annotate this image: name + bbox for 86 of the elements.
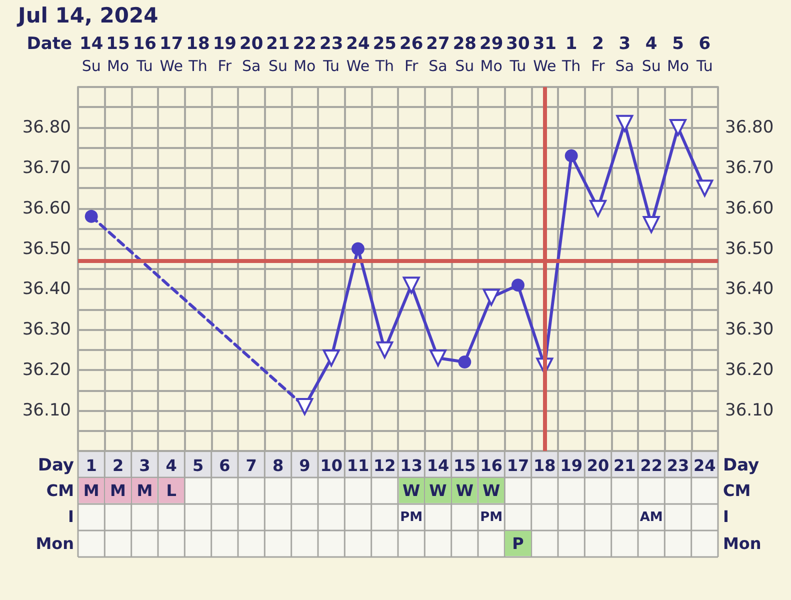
x-tick-label: 5 Mo: [666, 34, 690, 75]
x-tick-label: 3 Sa: [615, 34, 634, 75]
text: PM: [400, 510, 423, 525]
x-tick-label: 30 Tu: [506, 34, 530, 75]
text: W: [429, 481, 447, 500]
x-tick-label: 15 Mo: [106, 34, 130, 75]
x2-tick-label: 12: [374, 456, 396, 475]
x2-tick-label: 16: [480, 456, 502, 475]
x2-tick-label: 17: [506, 456, 530, 475]
x-tick-label: 19 Fr: [212, 34, 237, 75]
x2-tick-label: 1: [86, 456, 97, 475]
category-label: CM: [723, 480, 751, 500]
x-tick-label: 16 Tu: [132, 34, 157, 75]
category-label: CM: [46, 480, 74, 500]
text: PM: [480, 510, 503, 525]
x-axis-title: Date: [26, 34, 72, 54]
x2-tick-label: 10: [320, 456, 342, 475]
x2-tick-label: 23: [666, 456, 690, 475]
x-tick-label: 18 Th: [186, 34, 210, 75]
y-tick-label: 36.50: [22, 238, 71, 259]
x2-tick-label: 19: [560, 456, 582, 475]
x2-tick-label: 8: [272, 456, 284, 475]
text: AM: [640, 510, 663, 525]
x-tick-label: 17 We: [159, 34, 184, 75]
category-label: Mon: [36, 534, 74, 552]
x-tick-label: 27 Sa: [426, 34, 450, 75]
x2-tick-label: 9: [299, 456, 310, 475]
x-tick-label: 1 Th: [560, 34, 581, 75]
text: P: [512, 534, 524, 554]
x2-tick-label: 7: [246, 456, 257, 475]
x2-tick-label: 22: [640, 456, 662, 475]
text: Day: [723, 455, 760, 476]
text: W: [402, 481, 420, 500]
x2-tick-label: 13: [400, 456, 422, 475]
chart-title: Jul 14, 2024: [16, 4, 158, 28]
x-tick-label: 31 We: [532, 34, 557, 75]
x-tick-label: 28 Su: [452, 34, 477, 75]
x2-axis-title: Day: [38, 455, 74, 476]
x2-tick-label: 15: [454, 456, 476, 475]
y2-tick-label: 36.20: [725, 360, 774, 380]
x2-tick-label: 3: [139, 456, 150, 475]
x-tick-label: 29 Mo: [479, 34, 504, 75]
y-tick-label: 36.70: [22, 158, 71, 178]
x2-tick-label: 6: [219, 456, 230, 475]
x-tick-label: 20 Sa: [239, 34, 264, 75]
text: L: [166, 481, 176, 500]
text: M: [83, 481, 100, 500]
x2-tick-label: 18: [534, 456, 556, 475]
category-label: I: [723, 507, 729, 526]
y-tick-label: 36.60: [22, 198, 71, 218]
x2-tick-label: 2: [112, 456, 124, 475]
text: M: [136, 481, 153, 500]
x2-tick-label: 11: [346, 456, 370, 475]
x-tick-label: 26 Fr: [399, 34, 424, 75]
y2-tick-label: 36.70: [725, 158, 774, 178]
y2-tick-label: 36.80: [725, 117, 774, 138]
x-tick-label: 2 Fr: [591, 34, 606, 75]
y2-tick-label: 36.60: [725, 198, 774, 218]
y-tick-label: 36.40: [22, 279, 71, 300]
x-tick-label: 6 Tu: [695, 34, 713, 75]
x-tick-label: 4 Su: [642, 34, 661, 75]
x2-tick-label: 24: [694, 456, 716, 475]
y2-tick-label: 36.50: [725, 238, 774, 259]
y-tick-label: 36.20: [22, 360, 71, 380]
x2-tick-label: 4: [166, 456, 177, 475]
y-tick-label: 36.80: [22, 117, 71, 138]
x2-tick-label: 14: [426, 456, 450, 475]
x2-tick-label: 21: [614, 456, 636, 475]
y2-tick-label: 36.30: [725, 320, 774, 340]
x-tick-label: 24 We: [346, 34, 370, 75]
y2-tick-label: 36.10: [725, 400, 774, 421]
x-tick-label: 25 Th: [372, 34, 397, 75]
y-tick-label: 36.30: [22, 320, 71, 340]
text: W: [482, 481, 500, 500]
x2-tick-label: 5: [192, 456, 204, 475]
category-label: Mon: [723, 534, 762, 552]
x2-tick-label: 20: [586, 456, 610, 475]
x-tick-label: 23 Tu: [319, 34, 344, 75]
category-label: I: [68, 507, 74, 526]
y2-tick-label: 36.40: [725, 279, 774, 300]
x-tick-label: 22 Mo: [292, 34, 317, 75]
text: W: [456, 481, 474, 500]
text: M: [110, 481, 126, 500]
x-tick-label: 14 Su: [79, 34, 104, 75]
y-tick-label: 36.10: [22, 400, 71, 421]
x-tick-label: 21 Su: [266, 34, 290, 75]
